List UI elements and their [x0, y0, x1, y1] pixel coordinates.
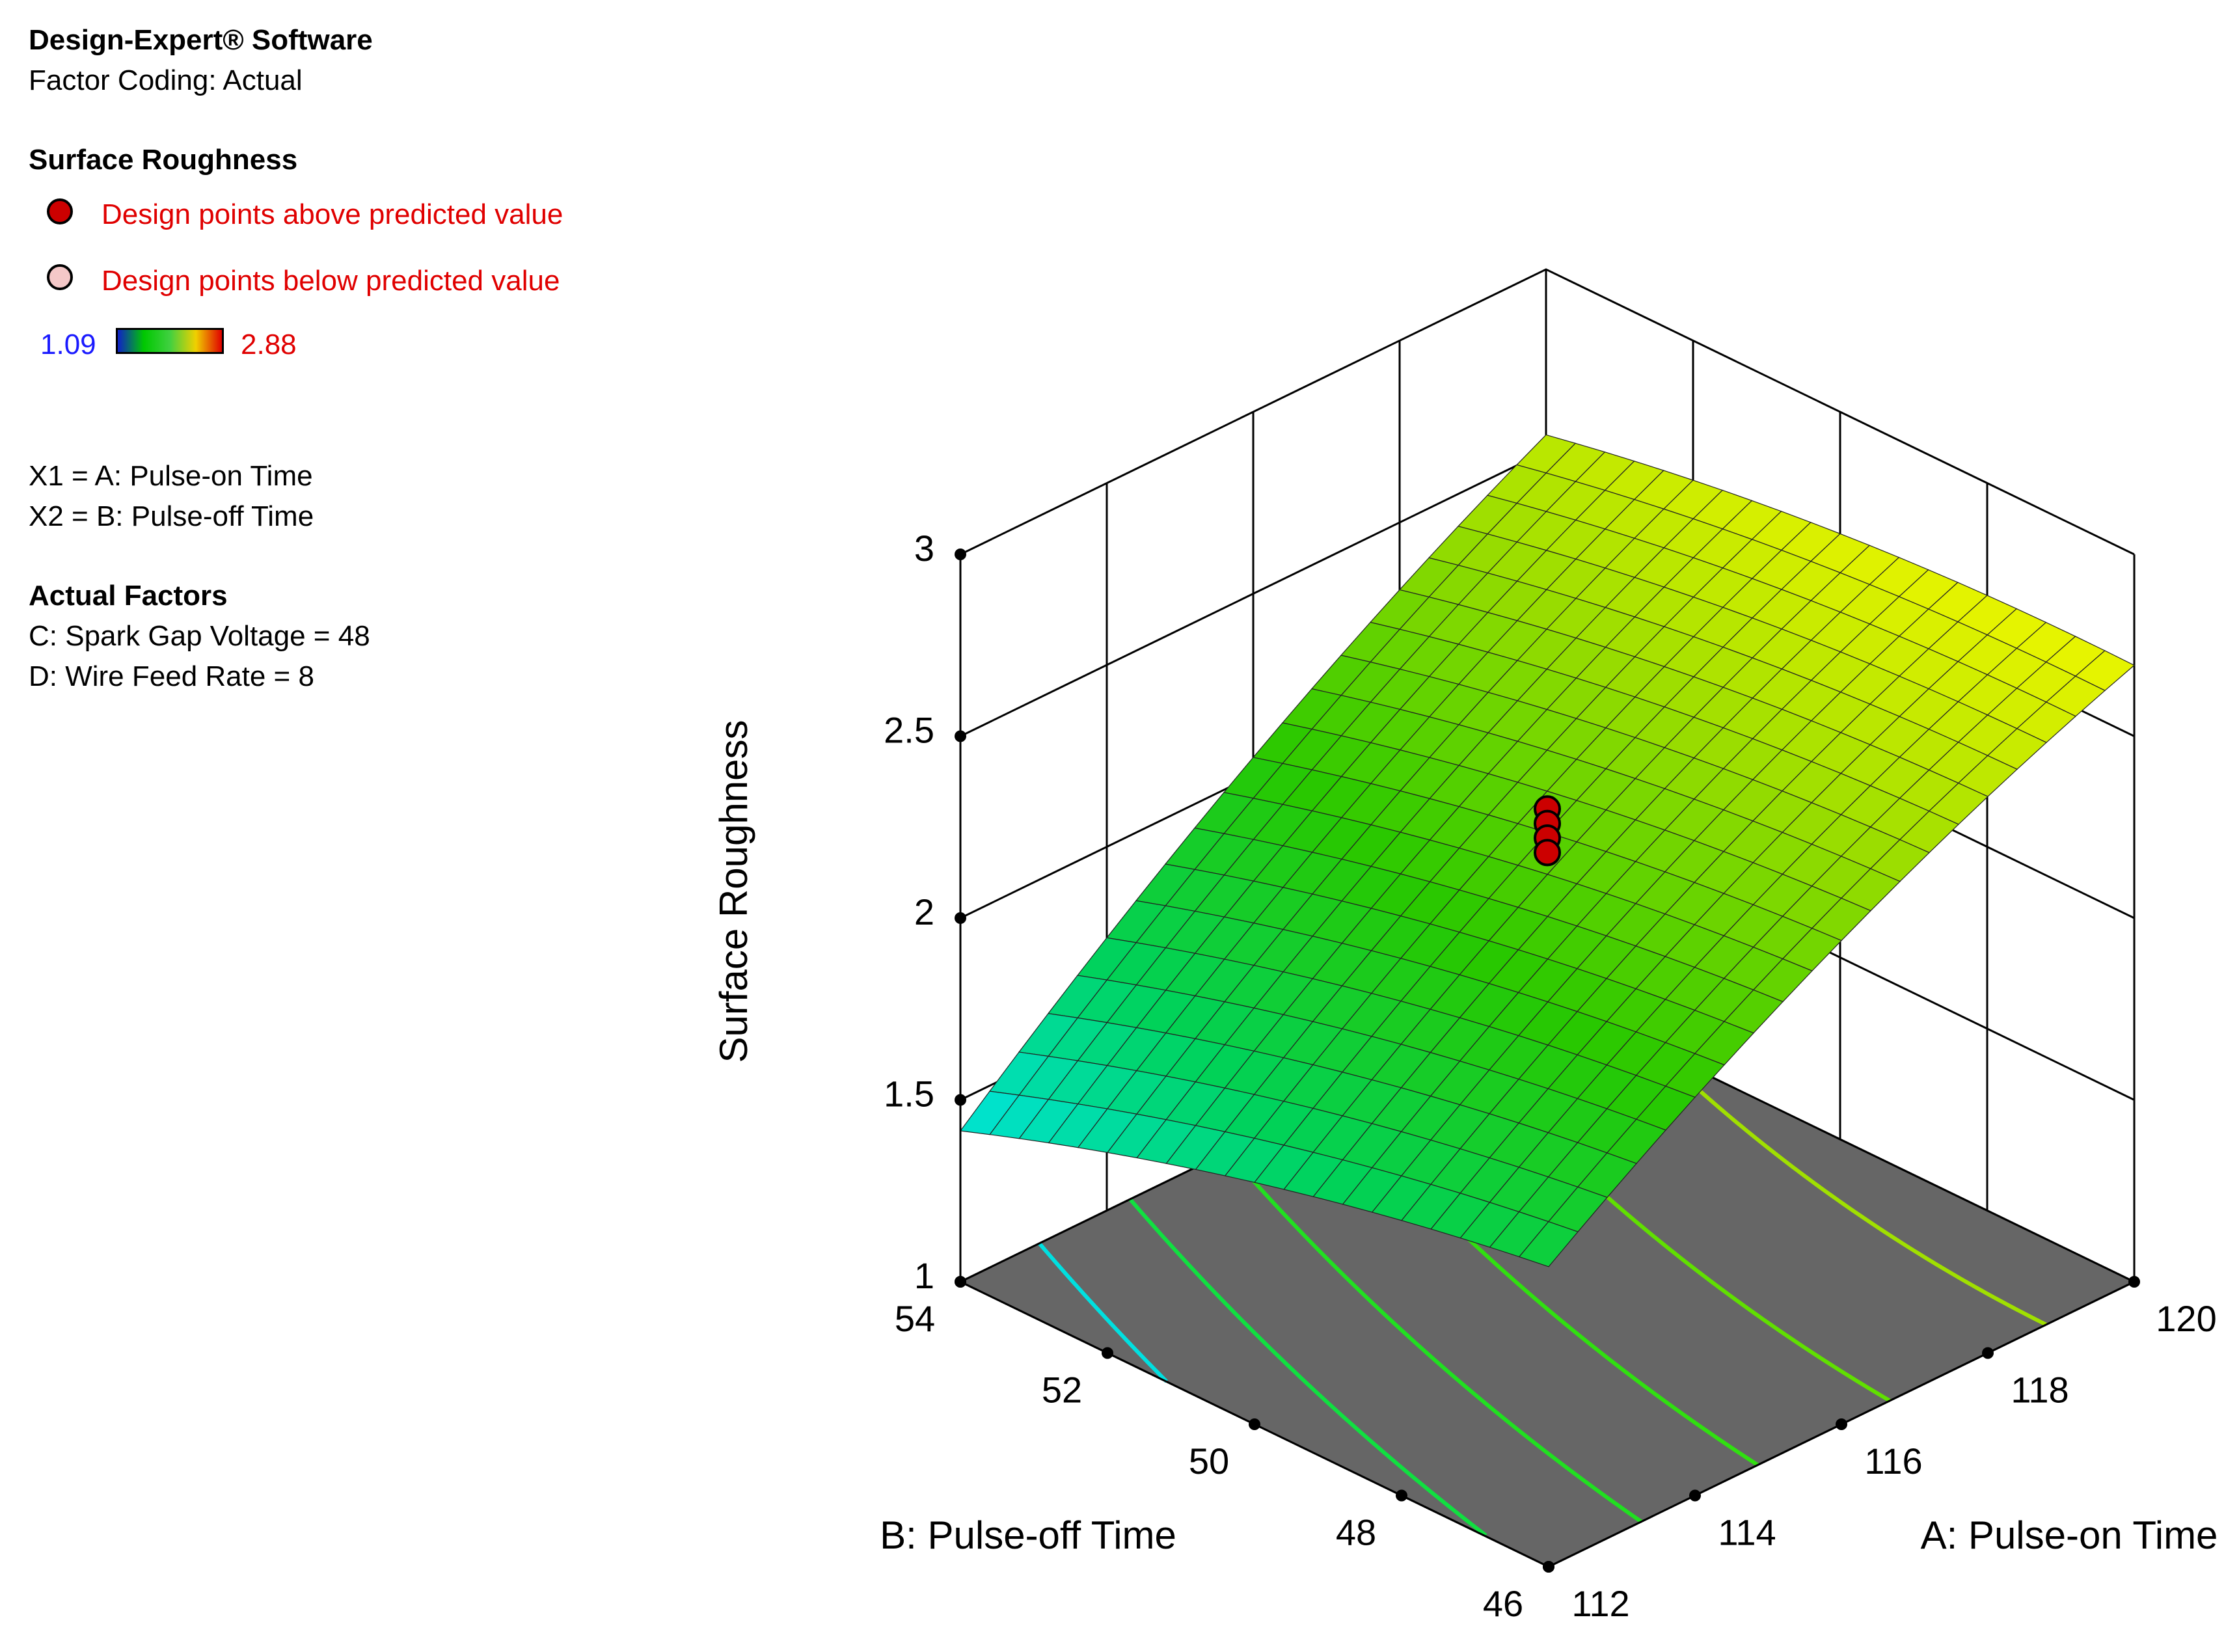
contour-2.6	[1656, 1050, 2048, 1327]
z-tick-1.5: 1.5	[884, 1074, 934, 1115]
colorbar	[116, 328, 224, 354]
z-axis-label: Surface Roughness	[712, 720, 755, 1063]
legend-below-label: Design points below predicted value	[102, 265, 560, 297]
z-tick-dot-1.5	[955, 1094, 966, 1106]
above-point-icon	[47, 198, 73, 224]
factor-x1: X1 = A: Pulse-on Time	[29, 460, 313, 492]
axes	[955, 548, 2140, 1573]
surface-cell-399	[1518, 1221, 1579, 1267]
contour-1.6	[1038, 1242, 1168, 1383]
b-tick-48: 48	[1336, 1512, 1376, 1553]
colorbar-min: 1.09	[40, 329, 96, 360]
z-tick-2.5: 2.5	[884, 710, 934, 751]
axis-labels: 1 1.5 2 2.5 3 112 114 116 118 120 46 48 50 52 54 A: Pul…	[712, 528, 2218, 1624]
a-tick-114: 114	[1718, 1512, 1776, 1553]
factor-x2: X2 = B: Pulse-off Time	[29, 500, 314, 532]
z-tick-dot-2.5	[955, 730, 966, 742]
response-surface	[959, 434, 2136, 1267]
b-tick-dot-54	[955, 1276, 966, 1288]
z-tick-2: 2	[914, 891, 934, 932]
legend-title: Surface Roughness	[29, 144, 298, 176]
b-tick-dot-46	[1543, 1561, 1554, 1573]
b-tick-dot-50	[1249, 1418, 1260, 1430]
a-tick-116: 116	[1864, 1441, 1922, 1482]
b-axis-label: B: Pulse-off Time	[880, 1513, 1176, 1557]
a-tick-dot-120	[2128, 1276, 2140, 1288]
a-tick-112: 112	[1571, 1583, 1629, 1624]
contour-1.8	[1128, 1198, 1487, 1537]
actual-factors-title: Actual Factors	[29, 580, 228, 612]
design-points	[1534, 795, 1561, 867]
a-tick-dot-118	[1982, 1347, 1994, 1359]
factor-coding: Factor Coding: Actual	[29, 64, 303, 96]
contour-2	[1226, 1150, 1643, 1524]
b-tick-52: 52	[1042, 1370, 1082, 1411]
z-tick-dot-3	[955, 548, 966, 560]
a-tick-dot-116	[1836, 1418, 1847, 1430]
below-point-icon	[47, 264, 73, 290]
factor-c: C: Spark Gap Voltage = 48	[29, 620, 370, 652]
contour-lines	[1038, 1041, 2048, 1537]
a-tick-120: 120	[2156, 1298, 2216, 1339]
design-point-3	[1534, 839, 1561, 867]
a-tick-118: 118	[2011, 1370, 2069, 1411]
z-tick-3: 3	[914, 528, 934, 569]
colorbar-max: 2.88	[241, 329, 297, 360]
b-tick-46: 46	[1483, 1583, 1523, 1624]
z-tick-1: 1	[914, 1255, 934, 1296]
a-tick-dot-114	[1689, 1489, 1701, 1502]
factor-d: D: Wire Feed Rate = 8	[29, 660, 314, 692]
b-tick-54: 54	[895, 1298, 935, 1339]
b-tick-50: 50	[1189, 1441, 1229, 1482]
b-tick-dot-48	[1396, 1489, 1407, 1502]
b-tick-dot-52	[1102, 1347, 1113, 1359]
a-axis-label: A: Pulse-on Time	[1921, 1513, 2218, 1557]
software-title: Design-Expert® Software	[29, 24, 373, 56]
legend-above-label: Design points above predicted value	[102, 198, 563, 230]
z-tick-dot-2	[955, 912, 966, 924]
